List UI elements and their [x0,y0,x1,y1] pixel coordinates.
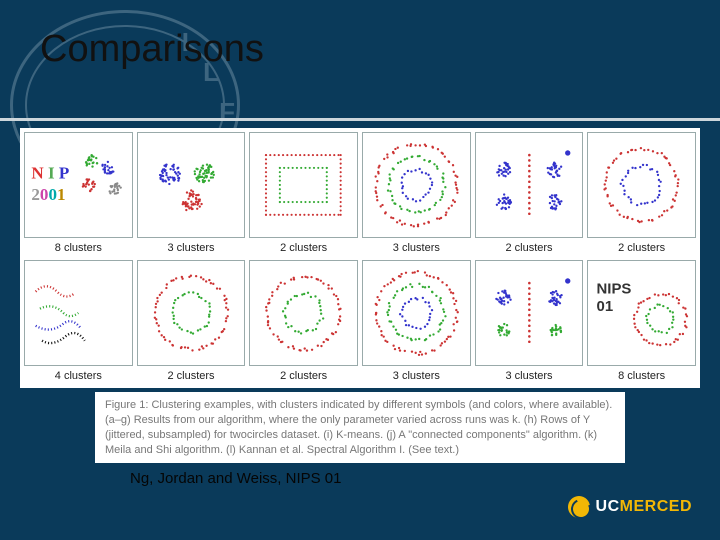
logo-text: UCMERCED [596,498,692,516]
logo-mark-icon [568,496,590,518]
panel-caption: 2 clusters [249,368,358,386]
panel-caption: 2 clusters [249,240,358,258]
divider [0,118,720,121]
panel [137,132,246,238]
panel-caption: 4 clusters [24,368,133,386]
logo-uc: UC [596,498,620,515]
panel [362,132,471,238]
panel: NIPS01 [587,260,696,366]
panel-caption: 3 clusters [362,368,471,386]
panel-grid: N I P20018 clusters3 clusters2 clusters3… [20,128,700,388]
figure-caption: Figure 1: Clustering examples, with clus… [95,392,625,463]
seal-letter: F [219,97,239,128]
svg-text:01: 01 [597,298,614,315]
logo: UCMERCED [568,496,692,518]
panel [137,260,246,366]
svg-text:N I P: N I P [31,164,69,183]
svg-text:NIPS: NIPS [597,281,632,298]
panel: N I P 2001 [24,132,133,238]
slide: L I F R Comparisons N I P20018 clusters3… [0,0,720,540]
citation: Ng, Jordan and Weiss, NIPS 01 [130,470,342,487]
panel [249,260,358,366]
panel-caption: 3 clusters [362,240,471,258]
panel-caption: 3 clusters [137,240,246,258]
panel-caption: 2 clusters [587,240,696,258]
panel-caption: 8 clusters [24,240,133,258]
panel [587,132,696,238]
panel-caption: 2 clusters [475,240,584,258]
panel [362,260,471,366]
panel [475,260,584,366]
panel [24,260,133,366]
panel-caption: 3 clusters [475,368,584,386]
page-title: Comparisons [40,28,264,71]
logo-rest: MERCED [620,498,692,515]
panel [249,132,358,238]
panel [475,132,584,238]
svg-text:2001: 2001 [31,185,65,204]
panel-caption: 8 clusters [587,368,696,386]
panel-caption: 2 clusters [137,368,246,386]
